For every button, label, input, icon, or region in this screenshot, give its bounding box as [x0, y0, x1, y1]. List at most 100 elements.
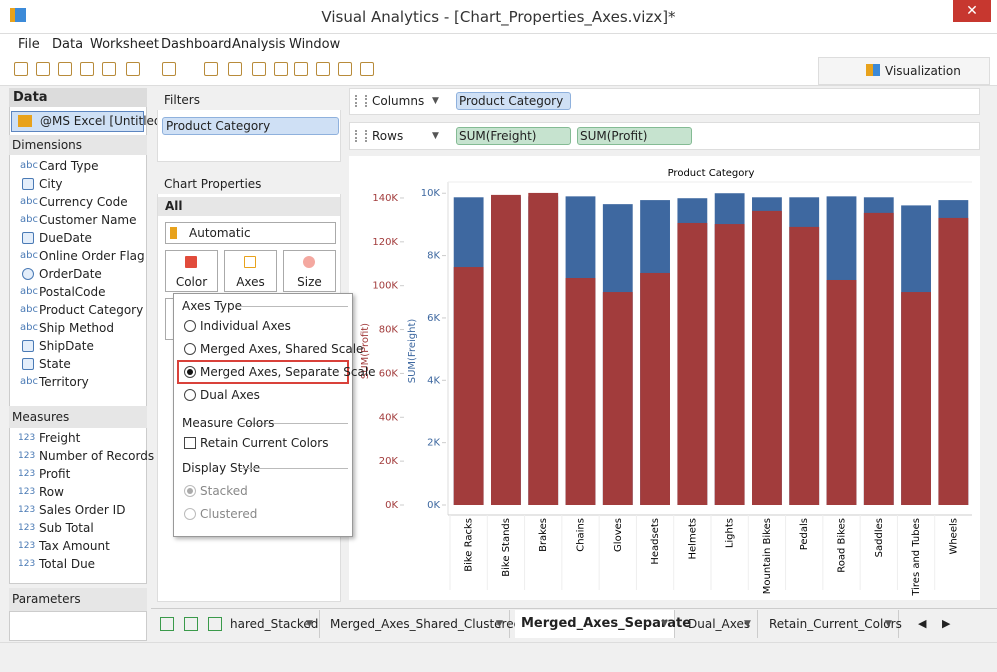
- toolbar-icon[interactable]: [126, 62, 140, 76]
- toolbar-icon[interactable]: [294, 62, 308, 76]
- dimension-field[interactable]: Ship Method: [39, 321, 114, 335]
- scroll-right[interactable]: ▶: [942, 617, 951, 630]
- measure-field[interactable]: Tax Amount: [39, 539, 110, 553]
- dimension-field[interactable]: City: [39, 177, 63, 191]
- dimension-field[interactable]: OrderDate: [39, 267, 102, 281]
- sheet-tab[interactable]: [224, 610, 320, 638]
- toolbar-icon[interactable]: [58, 62, 72, 76]
- toolbar-icon[interactable]: [14, 62, 28, 76]
- toolbar-icon[interactable]: [252, 62, 266, 76]
- properties-scope: All: [165, 199, 183, 213]
- data-source: @MS Excel [Untitled]: [40, 114, 167, 128]
- toolbar-icon[interactable]: [228, 62, 242, 76]
- bar: [528, 192, 559, 505]
- dimension-field[interactable]: DueDate: [39, 231, 92, 245]
- menu-item[interactable]: Worksheet: [90, 37, 160, 52]
- radio-button[interactable]: [184, 343, 196, 355]
- y-tick-label: 40K: [379, 412, 399, 423]
- separator: [240, 423, 348, 424]
- button-icon: [303, 256, 315, 268]
- button-icon: [185, 256, 197, 268]
- dimension-field[interactable]: Customer Name: [39, 213, 137, 227]
- property-button-label: Color: [175, 275, 208, 289]
- sheet-tab[interactable]: [682, 610, 758, 638]
- x-tick-label: Bike Stands: [501, 518, 512, 577]
- dimension-field[interactable]: Territory: [39, 375, 89, 389]
- y2-tick-label: 10K: [421, 188, 441, 199]
- field-type: 123: [18, 433, 36, 443]
- toolbar-icon[interactable]: [80, 62, 94, 76]
- toolbar-icon[interactable]: [204, 62, 218, 76]
- radio-button[interactable]: [184, 320, 196, 332]
- row-field: SUM(Freight): [459, 129, 537, 143]
- tab-arrow: ▼: [885, 619, 892, 629]
- measure-field[interactable]: Total Due: [39, 557, 96, 571]
- toolbar-icon[interactable]: [162, 62, 176, 76]
- popup-section-title: Axes Type: [182, 299, 242, 313]
- dimension-field[interactable]: Currency Code: [39, 195, 128, 209]
- axes-option[interactable]: Individual Axes: [200, 319, 291, 333]
- tab-tool-icon[interactable]: [184, 617, 198, 631]
- axes-popup: [173, 293, 353, 537]
- toolbar-icon[interactable]: [338, 62, 352, 76]
- bar: [565, 278, 596, 505]
- sheet-tab[interactable]: [324, 610, 510, 638]
- axes-option[interactable]: Merged Axes, Separate Scale: [200, 365, 376, 379]
- dimension-field[interactable]: Card Type: [39, 159, 99, 173]
- measure-field[interactable]: Sales Order ID: [39, 503, 126, 517]
- toolbar-icon[interactable]: [274, 62, 288, 76]
- menu-item[interactable]: Data: [52, 37, 84, 52]
- tab-tool-icon[interactable]: [208, 617, 222, 631]
- row-pill[interactable]: [456, 127, 571, 145]
- column-pill[interactable]: [456, 92, 571, 110]
- bar: [677, 222, 708, 505]
- menu-item[interactable]: Dashboard: [161, 37, 232, 52]
- close-button[interactable]: ✕: [953, 0, 991, 22]
- sheet-tab[interactable]: [515, 610, 675, 638]
- tab-tool-icon[interactable]: [160, 617, 174, 631]
- panel-header: [9, 88, 147, 107]
- measure-field[interactable]: Freight: [39, 431, 81, 445]
- retain-colors-label[interactable]: Retain Current Colors: [200, 436, 329, 450]
- visualization-tab[interactable]: [818, 57, 990, 85]
- filter-chip[interactable]: [162, 117, 339, 135]
- bar: [826, 279, 857, 505]
- radio-button[interactable]: [184, 389, 196, 401]
- chart-type: Automatic: [189, 226, 251, 240]
- scroll-left[interactable]: ◀: [918, 617, 927, 630]
- measure-field[interactable]: Profit: [39, 467, 71, 481]
- popup-section-title: Measure Colors: [182, 416, 275, 430]
- row-pill[interactable]: [577, 127, 692, 145]
- parameters-title: Parameters: [12, 592, 81, 606]
- menu-item[interactable]: File: [18, 37, 40, 52]
- source-box[interactable]: [11, 111, 144, 132]
- toolbar-icon[interactable]: [102, 62, 116, 76]
- field-type: abc: [20, 160, 38, 171]
- dimension-field[interactable]: State: [39, 357, 71, 371]
- dimension-field[interactable]: Product Category: [39, 303, 144, 317]
- chart-title: Product Category: [668, 168, 755, 179]
- toolbar-icon[interactable]: [36, 62, 50, 76]
- measure-field[interactable]: Row: [39, 485, 64, 499]
- measure-field[interactable]: Sub Total: [39, 521, 94, 535]
- tab-arrow: ▼: [496, 619, 503, 629]
- axes-option[interactable]: Merged Axes, Shared Scale: [200, 342, 364, 356]
- checkbox[interactable]: [184, 437, 196, 449]
- panel-header: [157, 172, 341, 194]
- sheet-tab[interactable]: [763, 610, 899, 638]
- axes-option[interactable]: Dual Axes: [200, 388, 260, 402]
- x-tick-label: Chains: [576, 518, 587, 552]
- measure-field[interactable]: Number of Records: [39, 449, 155, 463]
- dimension-field[interactable]: Online Order Flag: [39, 249, 145, 263]
- menu-item[interactable]: Analysis: [232, 37, 286, 52]
- field-type: abc: [20, 304, 38, 315]
- dimension-field[interactable]: ShipDate: [39, 339, 94, 353]
- dimension-field[interactable]: PostalCode: [39, 285, 106, 299]
- toolbar-icon[interactable]: [360, 62, 374, 76]
- field-type: abc: [20, 322, 38, 333]
- chart-type-dropdown[interactable]: [165, 222, 336, 244]
- data-panel: [9, 88, 147, 584]
- menu-item[interactable]: Window: [289, 37, 341, 52]
- toolbar-icon[interactable]: [316, 62, 330, 76]
- data-title: Data: [13, 90, 48, 105]
